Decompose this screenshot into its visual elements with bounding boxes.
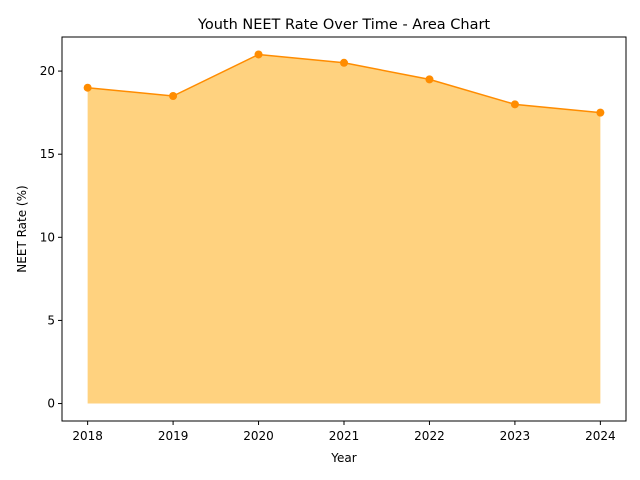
data-point-2021 — [340, 58, 348, 67]
x-tick-label: 2023 — [500, 429, 531, 443]
y-tick-label: 5 — [47, 313, 55, 327]
data-point-2018 — [83, 83, 92, 92]
x-tick-label: 2019 — [158, 429, 189, 443]
area-layer — [87, 54, 601, 404]
y-axis-ticks: 0 5 10 15 20 — [40, 64, 62, 411]
data-point-2024 — [596, 108, 605, 117]
data-point-2019 — [169, 92, 178, 101]
x-tick-label: 2024 — [585, 429, 616, 443]
data-point-2023 — [510, 100, 519, 109]
marker-layer — [83, 50, 605, 117]
x-tick-label: 2021 — [329, 429, 360, 443]
x-tick-label: 2022 — [414, 429, 445, 443]
data-point-2020 — [254, 50, 263, 59]
y-tick-label: 20 — [40, 64, 55, 78]
x-axis-label: Year — [330, 451, 356, 465]
y-tick-label: 0 — [47, 397, 55, 411]
y-tick-label: 10 — [40, 230, 55, 244]
area-fill — [87, 54, 601, 404]
data-point-2022 — [425, 75, 434, 84]
x-tick-label: 2020 — [243, 429, 274, 443]
chart-title: Youth NEET Rate Over Time - Area Chart — [197, 17, 491, 33]
y-tick-label: 15 — [40, 147, 55, 161]
y-axis-label: NEET Rate (%) — [15, 185, 29, 272]
x-axis-ticks: 2018 2019 2020 2021 2022 2023 2024 — [72, 421, 616, 443]
x-tick-label: 2018 — [72, 429, 103, 443]
